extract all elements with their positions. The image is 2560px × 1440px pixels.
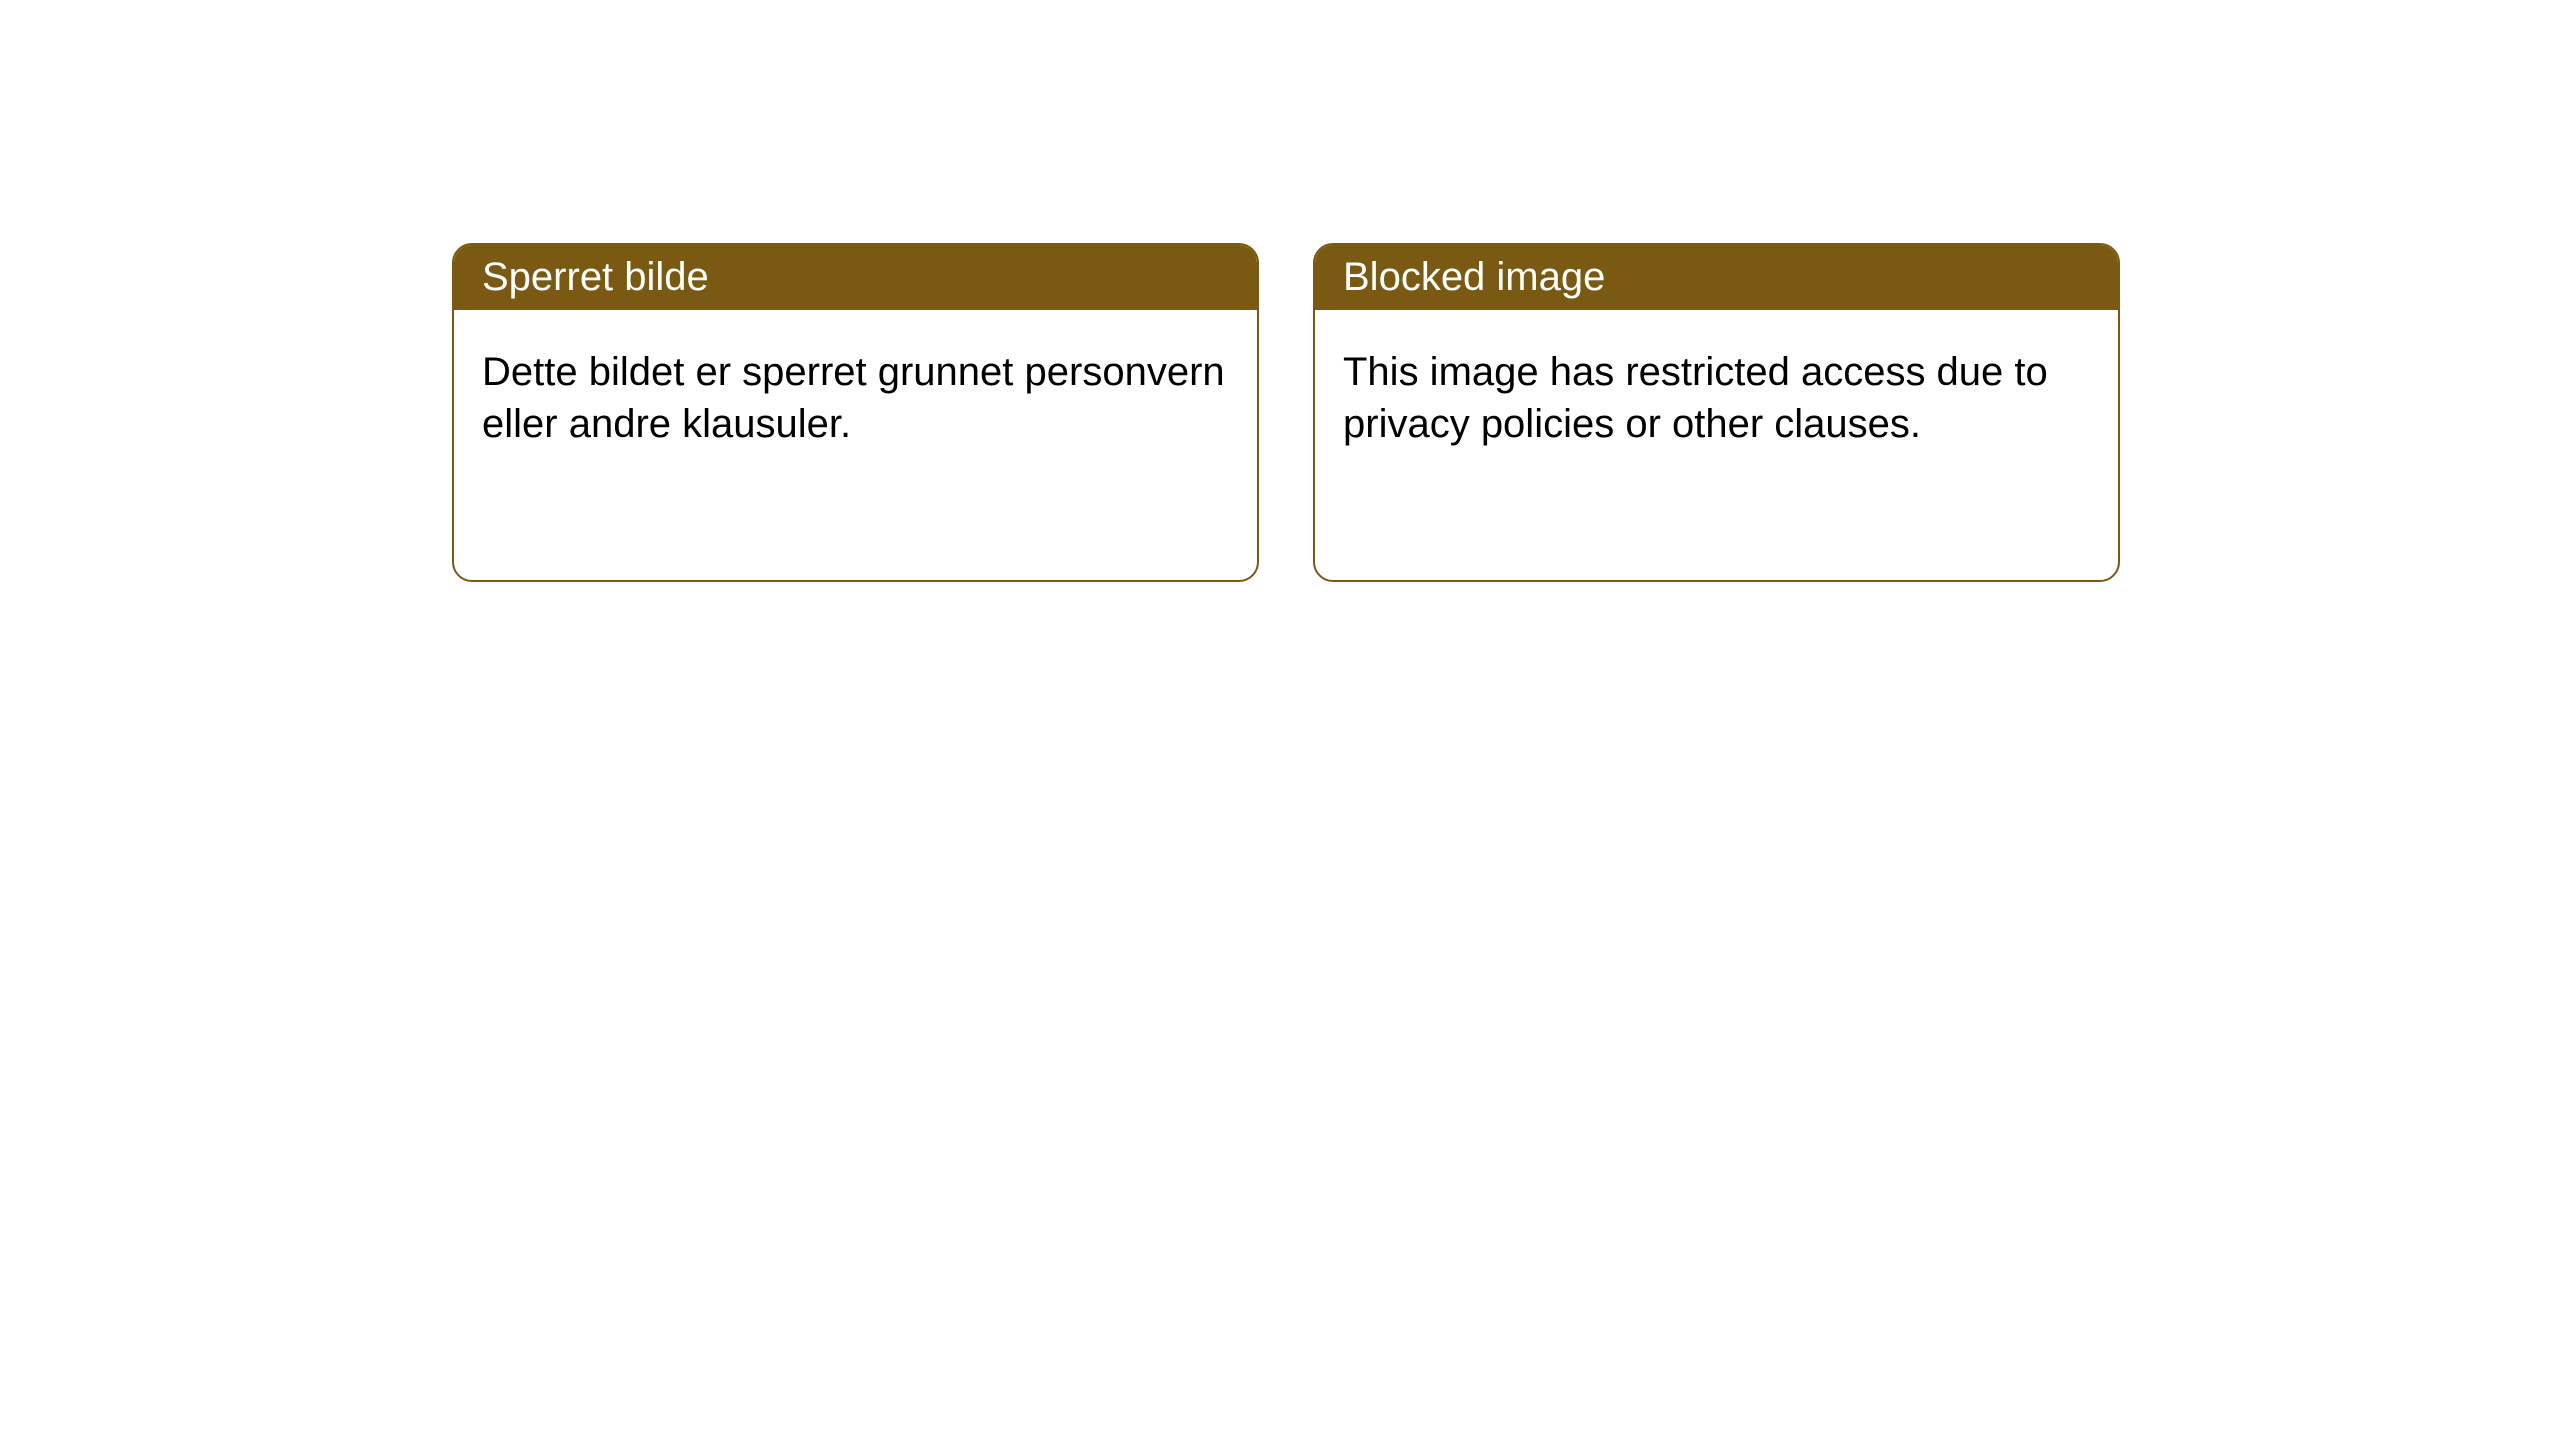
card-body-text: This image has restricted access due to … [1343,350,2048,446]
blocked-image-card-no: Sperret bilde Dette bildet er sperret gr… [452,243,1259,582]
card-body-text: Dette bildet er sperret grunnet personve… [482,350,1225,446]
blocked-image-card-en: Blocked image This image has restricted … [1313,243,2120,582]
card-body: This image has restricted access due to … [1315,310,2118,486]
card-body: Dette bildet er sperret grunnet personve… [454,310,1257,486]
card-header: Sperret bilde [454,245,1257,310]
card-title: Blocked image [1343,255,1605,299]
card-header: Blocked image [1315,245,2118,310]
cards-container: Sperret bilde Dette bildet er sperret gr… [0,0,2560,582]
card-title: Sperret bilde [482,255,709,299]
